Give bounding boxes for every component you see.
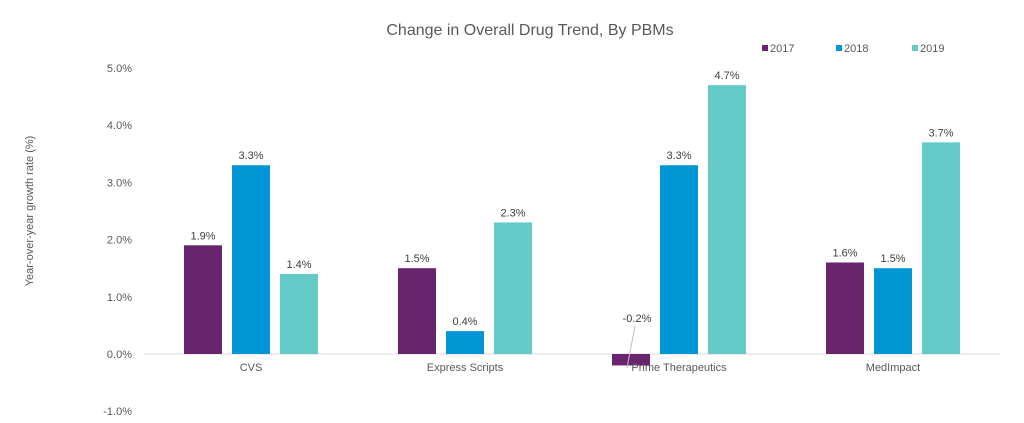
x-tick-label: MedImpact xyxy=(866,362,920,374)
data-label: 3.7% xyxy=(928,127,953,139)
bar-2019-cvs xyxy=(280,273,318,354)
bar-2018-express-scripts xyxy=(446,331,484,354)
y-tick-label: 3.0% xyxy=(107,177,132,189)
data-label: 0.4% xyxy=(452,316,477,328)
data-label: 4.7% xyxy=(714,70,739,82)
legend-swatch-2018 xyxy=(836,45,842,51)
data-label: -0.2% xyxy=(623,313,652,325)
bar-2019-medimpact xyxy=(922,142,960,354)
bars: 1.9% 3.3% 1.4% 1.5% 0.4% 2.3% -0.2% 3.3% 4.7% 1.6… xyxy=(184,70,960,369)
data-label: 3.3% xyxy=(666,150,691,162)
y-tick-label: -1.0% xyxy=(103,406,132,418)
data-label: 1.5% xyxy=(404,253,429,265)
data-label: 1.6% xyxy=(832,247,857,259)
bar-2017-cvs xyxy=(184,245,222,354)
y-axis: -1.0% 0.0% 1.0% 2.0% 3.0% 4.0% 5.0% xyxy=(103,63,132,418)
chart-title: Change in Overall Drug Trend, By PBMs xyxy=(386,22,673,39)
legend-swatch-2017 xyxy=(762,45,768,51)
x-tick-label: Express Scripts xyxy=(427,362,504,374)
data-label: 1.9% xyxy=(190,230,215,242)
y-tick-label: 4.0% xyxy=(107,120,132,132)
legend-label-2017: 2017 xyxy=(770,43,794,55)
bar-2018-medimpact xyxy=(874,268,912,354)
data-label: 1.4% xyxy=(286,259,311,271)
data-label-leader-line xyxy=(626,325,636,369)
data-label: 3.3% xyxy=(238,150,263,162)
y-tick-label: 0.0% xyxy=(107,349,132,361)
y-tick-label: 5.0% xyxy=(107,63,132,75)
bar-2017-medimpact xyxy=(826,262,864,354)
legend: 2017 2018 2019 xyxy=(762,43,944,55)
y-axis-label: Year-over-year growth rate (%) xyxy=(24,136,36,287)
bar-2019-prime-therapeutics xyxy=(708,85,746,354)
legend-label-2018: 2018 xyxy=(844,43,868,55)
x-axis: CVS Express Scripts Prime Therapeutics MedI… xyxy=(240,362,921,374)
bar-2018-prime-therapeutics xyxy=(660,165,698,354)
legend-swatch-2019 xyxy=(912,45,918,51)
y-tick-label: 1.0% xyxy=(107,292,132,304)
y-tick-label: 2.0% xyxy=(107,235,132,247)
x-tick-label: CVS xyxy=(240,362,263,374)
bar-2017-express-scripts xyxy=(398,268,436,354)
data-label: 1.5% xyxy=(880,253,905,265)
bar-2019-express-scripts xyxy=(494,222,532,354)
bar-2017-prime-therapeutics xyxy=(612,354,650,366)
x-tick-label: Prime Therapeutics xyxy=(631,362,727,374)
legend-label-2019: 2019 xyxy=(920,43,944,55)
bar-2018-cvs xyxy=(232,165,270,354)
data-label: 2.3% xyxy=(500,207,525,219)
